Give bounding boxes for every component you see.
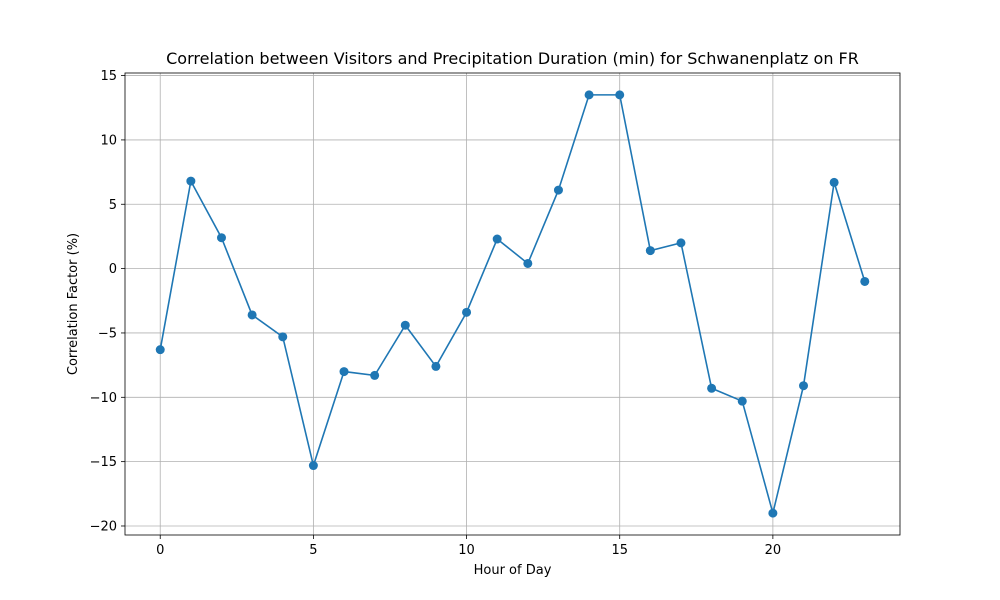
- data-point: [584, 90, 594, 100]
- data-point: [462, 307, 472, 317]
- y-tick-label: −10: [90, 391, 117, 406]
- x-tick-label: 20: [765, 543, 782, 558]
- data-point: [431, 361, 441, 371]
- y-axis-label: Correlation Factor (%): [66, 233, 81, 375]
- x-tick-label: 10: [458, 543, 475, 558]
- data-point: [155, 345, 165, 355]
- data-point: [645, 246, 655, 256]
- series-line: [159, 94, 866, 514]
- data-point: [216, 233, 226, 243]
- y-tick-label: −5: [98, 326, 117, 341]
- data-point: [400, 320, 410, 330]
- data-point: [615, 90, 625, 100]
- x-tick-label: 0: [156, 543, 164, 558]
- data-point: [186, 176, 196, 186]
- data-point: [339, 367, 349, 377]
- data-point: [737, 396, 747, 406]
- data-point: [370, 370, 380, 380]
- data-point: [553, 185, 563, 195]
- x-tick-label: 5: [309, 543, 317, 558]
- data-point: [247, 310, 257, 320]
- data-point: [308, 461, 318, 471]
- grid-lines: [125, 73, 900, 535]
- y-tick-label: −15: [90, 455, 117, 470]
- data-point: [799, 381, 809, 391]
- data-point: [768, 508, 778, 518]
- x-axis-label: Hour of Day: [474, 563, 552, 578]
- y-tick-label: −20: [90, 519, 117, 534]
- series-layer: [155, 90, 870, 518]
- data-point: [492, 234, 502, 244]
- data-point: [523, 258, 533, 268]
- y-tick-label: 10: [100, 133, 117, 148]
- axis-ticks: 0 5 10 15 20 −20 −15 −10 −5 0 5 10 15: [90, 69, 782, 558]
- y-tick-label: 5: [109, 198, 117, 213]
- data-point: [707, 383, 717, 393]
- y-tick-label: 15: [100, 69, 117, 84]
- data-point: [829, 177, 839, 187]
- data-point: [676, 238, 686, 248]
- y-tick-label: 0: [109, 262, 117, 277]
- data-point: [860, 276, 870, 286]
- chart-title: Correlation between Visitors and Precipi…: [166, 49, 859, 68]
- data-point: [278, 332, 288, 342]
- plot-frame: [124, 72, 901, 536]
- x-tick-label: 15: [611, 543, 628, 558]
